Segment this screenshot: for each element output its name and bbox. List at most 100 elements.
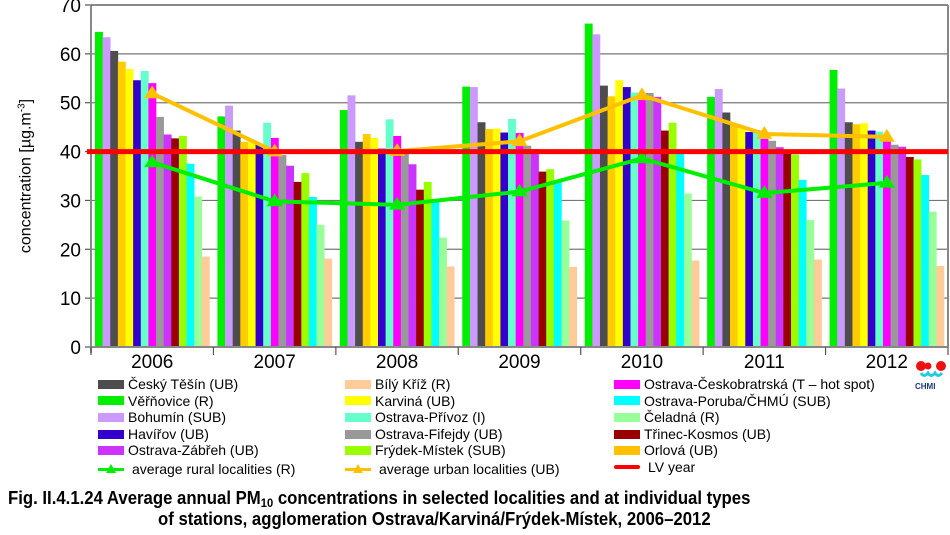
- chmi-logo-icon: [916, 361, 946, 377]
- x-tick-label: 2009: [498, 352, 540, 373]
- legend-column-2: Bílý Kříž (R) Karviná (UB) Ostrava-Přívoz …: [345, 376, 560, 478]
- bar-t-inec-kosmos-ub--2012: [905, 156, 914, 347]
- marker-average-urban-localities-ub--2011: [756, 125, 773, 139]
- bar-bohum-n-sub--2007: [225, 105, 233, 347]
- bar-ostrava-eskobratrsk-t-hot-spot--2008: [393, 135, 402, 347]
- bar--eladn-r--2006: [194, 196, 203, 347]
- legend-label: Ostrava-Českobratrská (T – hot spot): [644, 376, 875, 392]
- bar-ostrava-poruba-hm-sub--2007: [308, 197, 317, 347]
- bar-orlov-ub--2008: [362, 133, 371, 347]
- y-tick-label: 70: [60, 0, 81, 17]
- legend-label: LV year: [648, 458, 696, 475]
- bar-ostrava-poruba-hm-sub--2006: [186, 163, 195, 347]
- legend-swatch: [98, 412, 124, 422]
- legend-label: Ostrava-Fifejdy (UB): [375, 425, 503, 442]
- bar-hav-ov-ub--2008: [378, 148, 386, 347]
- legend-line-triangle-icon: [98, 462, 124, 476]
- bar-ostrava-p-voz-i--2012: [875, 131, 884, 347]
- legend-item: Karviná (UB): [345, 393, 560, 410]
- legend-column-3: Ostrava-Českobratrská (T – hot spot) Ostr…: [614, 376, 875, 476]
- bar-v-ovice-r--2012: [829, 69, 838, 347]
- legend-item: average urban localities (UB): [345, 461, 560, 478]
- pm10-bar-chart: 0 10 20 30 40 50 60 70 2006 2007 2008 2009 2010 2011 2…: [60, 0, 949, 373]
- bar-ostrava-poruba-hm-sub--2008: [431, 200, 440, 347]
- y-axis-label: concentration [µg.m-3]: [16, 98, 35, 254]
- bar--esk-t-n-ub--2006: [110, 50, 119, 347]
- bar-b-l-k-r--2007: [324, 258, 333, 347]
- bar-orlov-ub--2009: [485, 129, 494, 347]
- bar-t-inec-kosmos-ub--2007: [293, 181, 302, 347]
- legend-label: Bílý Kříž (R): [375, 376, 451, 392]
- bar-ostrava-eskobratrsk-t-hot-spot--2007: [270, 137, 279, 347]
- legend-item: LV year: [614, 459, 875, 476]
- bar-t-inec-kosmos-ub--2010: [661, 130, 669, 347]
- marker-average-urban-localities-ub--2009: [511, 133, 528, 147]
- bar-t-inec-kosmos-ub--2006: [171, 138, 180, 347]
- bar-orlov-ub--2012: [852, 124, 861, 347]
- bar--esk-t-n-ub--2011: [722, 112, 731, 347]
- bar-t-inec-kosmos-ub--2011: [783, 151, 792, 347]
- bar-ostrava-p-voz-i--2007: [263, 122, 272, 347]
- x-tick-label: 2006: [131, 352, 173, 373]
- bar-ostrava-z-b-eh-ub--2011: [775, 147, 784, 347]
- bar-ostrava-z-b-eh-ub--2012: [898, 146, 907, 347]
- bar-ostrava-eskobratrsk-t-hot-spot--2011: [760, 138, 769, 347]
- legend-item: Ostrava-Poruba/ČHMÚ (SUB): [614, 393, 875, 410]
- legend-label: Ostrava-Zábřeh (UB): [128, 442, 259, 459]
- bar-ostrava-fifejdy-ub--2008: [400, 151, 409, 347]
- bar-orlov-ub--2011: [730, 124, 738, 347]
- legend-item: Havířov (UB): [98, 426, 295, 443]
- bar-ostrava-eskobratrsk-t-hot-spot--2009: [515, 133, 524, 347]
- bar-v-ovice-r--2008: [339, 110, 348, 348]
- bar-ostrava-eskobratrsk-t-hot-spot--2012: [882, 140, 891, 347]
- bar-b-l-k-r--2012: [936, 265, 945, 347]
- marker-average-rural-localities-r--2011: [756, 185, 773, 198]
- bar--esk-t-n-ub--2008: [355, 141, 364, 347]
- bar--esk-t-n-ub--2012: [844, 122, 853, 347]
- bar-t-inec-kosmos-ub--2009: [538, 171, 547, 347]
- bar-ostrava-z-b-eh-ub--2009: [530, 149, 539, 347]
- bar-hav-ov-ub--2010: [622, 87, 631, 347]
- marker-average-rural-localities-r--2012: [878, 174, 895, 188]
- legend-swatch: [614, 412, 640, 422]
- bar-karvin-ub--2007: [247, 141, 256, 347]
- bar-karvin-ub--2006: [125, 69, 134, 347]
- x-tick-label: 2012: [866, 352, 908, 373]
- legend-swatch: [345, 429, 371, 439]
- bar--esk-t-n-ub--2010: [599, 85, 608, 347]
- legend-item: Bílý Kříž (R): [345, 376, 560, 393]
- bar--eladn-r--2011: [806, 219, 815, 347]
- y-tick-label: 10: [60, 289, 81, 310]
- bar-ostrava-fifejdy-ub--2011: [768, 140, 777, 347]
- legend-item: Ostrava-Přívoz (I): [345, 409, 560, 426]
- bar-fr-dek-m-stek-sub--2006: [178, 135, 187, 347]
- bar-ostrava-poruba-hm-sub--2009: [553, 180, 562, 347]
- bar--eladn-r--2012: [928, 211, 937, 347]
- bar-hav-ov-ub--2011: [745, 132, 754, 347]
- bar-ostrava-fifejdy-ub--2012: [890, 144, 899, 347]
- legend-item: Ostrava-Českobratrská (T – hot spot): [614, 376, 875, 393]
- bar-orlov-ub--2006: [117, 61, 126, 347]
- legend-column-1: Český Těšín (UB) Věřňovice (R) Bohumín (SU…: [98, 376, 295, 478]
- bar-b-l-k-r--2011: [813, 259, 822, 347]
- bar-fr-dek-m-stek-sub--2012: [913, 159, 922, 347]
- bar-ostrava-p-voz-i--2008: [385, 119, 394, 347]
- legend-label: Frýdek-Místek (SUB): [375, 442, 506, 459]
- y-tick-label: 50: [60, 94, 81, 115]
- bar-fr-dek-m-stek-sub--2011: [791, 154, 799, 347]
- bar-ostrava-p-voz-i--2009: [508, 118, 516, 347]
- bar-t-inec-kosmos-ub--2008: [416, 189, 425, 347]
- bar-ostrava-eskobratrsk-t-hot-spot--2010: [638, 94, 647, 347]
- bar-ostrava-eskobratrsk-t-hot-spot--2006: [148, 83, 157, 348]
- legend-item: Český Těšín (UB): [98, 376, 295, 393]
- y-tick-label: 40: [60, 143, 81, 164]
- legend-item: average rural localities (R): [98, 461, 295, 478]
- y-tick-label: 0: [70, 338, 81, 359]
- bar-ostrava-poruba-hm-sub--2011: [798, 179, 807, 347]
- legend-label: Čeladná (R): [644, 409, 720, 426]
- bar-b-l-k-r--2010: [691, 260, 700, 347]
- bar-bohum-n-sub--2012: [837, 88, 846, 347]
- bar-karvin-ub--2011: [737, 127, 746, 348]
- y-tick-label: 30: [60, 191, 81, 212]
- bar-bohum-n-sub--2011: [714, 89, 723, 347]
